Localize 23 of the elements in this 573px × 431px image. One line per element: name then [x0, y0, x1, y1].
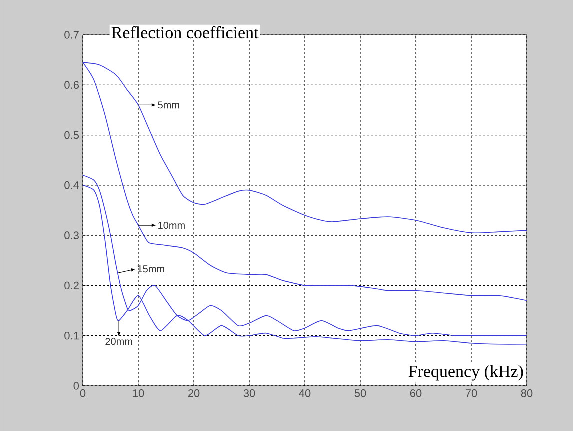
y-tick-label: 0.4	[64, 182, 80, 190]
annotation: 5mm	[158, 102, 180, 109]
x-tick-label: 50	[354, 390, 366, 398]
y-tick-label: 0.2	[64, 282, 79, 290]
x-tick-label: 0	[80, 390, 86, 398]
y-tick-label: 0.1	[64, 332, 79, 340]
y-tick-label: 0.3	[64, 232, 79, 240]
annotation: 20mm	[106, 338, 132, 346]
y-tick-label: 0.5	[64, 131, 80, 140]
x-tick-label: 20	[188, 390, 200, 398]
x-tick-label: 30	[244, 390, 256, 398]
chart-title: Reflection coefficient	[112, 26, 259, 39]
x-tick-label: 80	[521, 390, 533, 398]
annotation: 15mm	[138, 266, 164, 273]
y-tick-label: 0	[74, 382, 80, 390]
x-axis-title: Frequency (kHz)	[408, 365, 524, 381]
annotation: 10mm	[158, 222, 185, 230]
x-tick-label: 10	[133, 390, 144, 398]
y-tick-label: 0.7	[64, 31, 79, 39]
y-tick-label: 0.6	[64, 81, 79, 90]
x-tick-label: 40	[299, 390, 311, 398]
x-tick-label: 60	[410, 390, 422, 398]
x-tick-label: 70	[466, 390, 478, 398]
